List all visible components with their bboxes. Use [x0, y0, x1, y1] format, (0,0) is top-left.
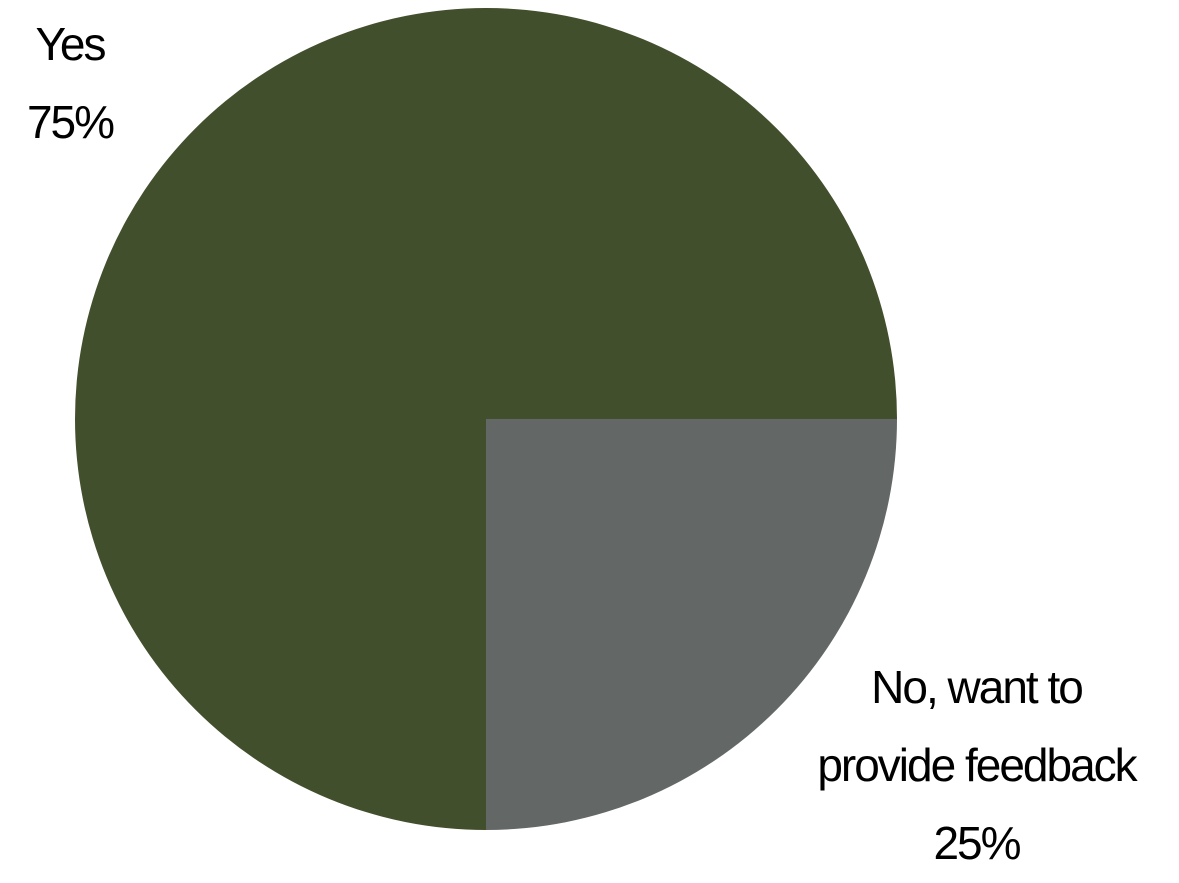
slice-label-yes-percent: 75%	[26, 96, 115, 149]
slice-label-no-percent: 25%	[933, 817, 1021, 870]
pie-chart	[75, 8, 897, 830]
slice-label-yes-name: Yes	[35, 18, 106, 70]
slice-label-no-name-line2: provide feedback	[817, 739, 1137, 792]
pie-slice-no-want-to-provide-feedback	[486, 419, 897, 830]
pie-slices	[75, 8, 897, 830]
slice-label-yes: Yes 75%	[0, 5, 140, 161]
pie-slice-yes	[75, 8, 897, 830]
slice-label-no: No, want to provide feedback 25%	[774, 648, 1179, 883]
slice-label-no-name-line1: No, want to	[871, 661, 1084, 713]
